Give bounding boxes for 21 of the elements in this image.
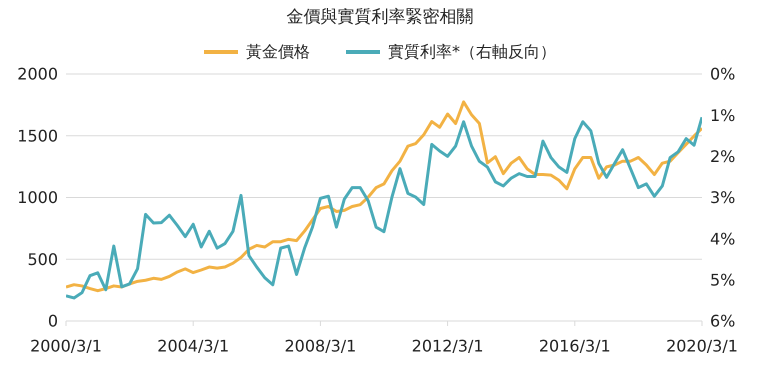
x-tick-label: 2004/3/1 xyxy=(157,336,230,356)
y-tick-label: 0 xyxy=(48,312,58,331)
y2-tick-label: 4% xyxy=(710,229,736,248)
x-tick-label: 2000/3/1 xyxy=(30,336,102,356)
y2-tick-label: 0% xyxy=(710,64,736,84)
x-tick-label: 2016/3/1 xyxy=(538,336,611,356)
y2-tick-label: 1% xyxy=(710,106,736,125)
y2-tick-label: 6% xyxy=(710,312,736,331)
y2-tick-label: 5% xyxy=(710,270,736,290)
y-tick-label: 500 xyxy=(27,250,58,269)
y2-tick-label: 3% xyxy=(710,188,736,208)
legend-label: 實質利率*（右軸反向） xyxy=(388,42,556,62)
y2-tick-label: 2% xyxy=(710,147,736,166)
chart-title: 金價與實質利率緊密相關 xyxy=(286,6,474,29)
y-tick-label: 2000 xyxy=(17,64,58,84)
y-tick-label: 1500 xyxy=(17,126,58,146)
x-tick-label: 2020/3/1 xyxy=(666,336,738,356)
x-tick-label: 2008/3/1 xyxy=(284,336,356,356)
legend-label: 黃金價格 xyxy=(246,42,310,62)
x-tick-label: 2012/3/1 xyxy=(412,336,484,356)
y-tick-label: 1000 xyxy=(17,188,58,208)
